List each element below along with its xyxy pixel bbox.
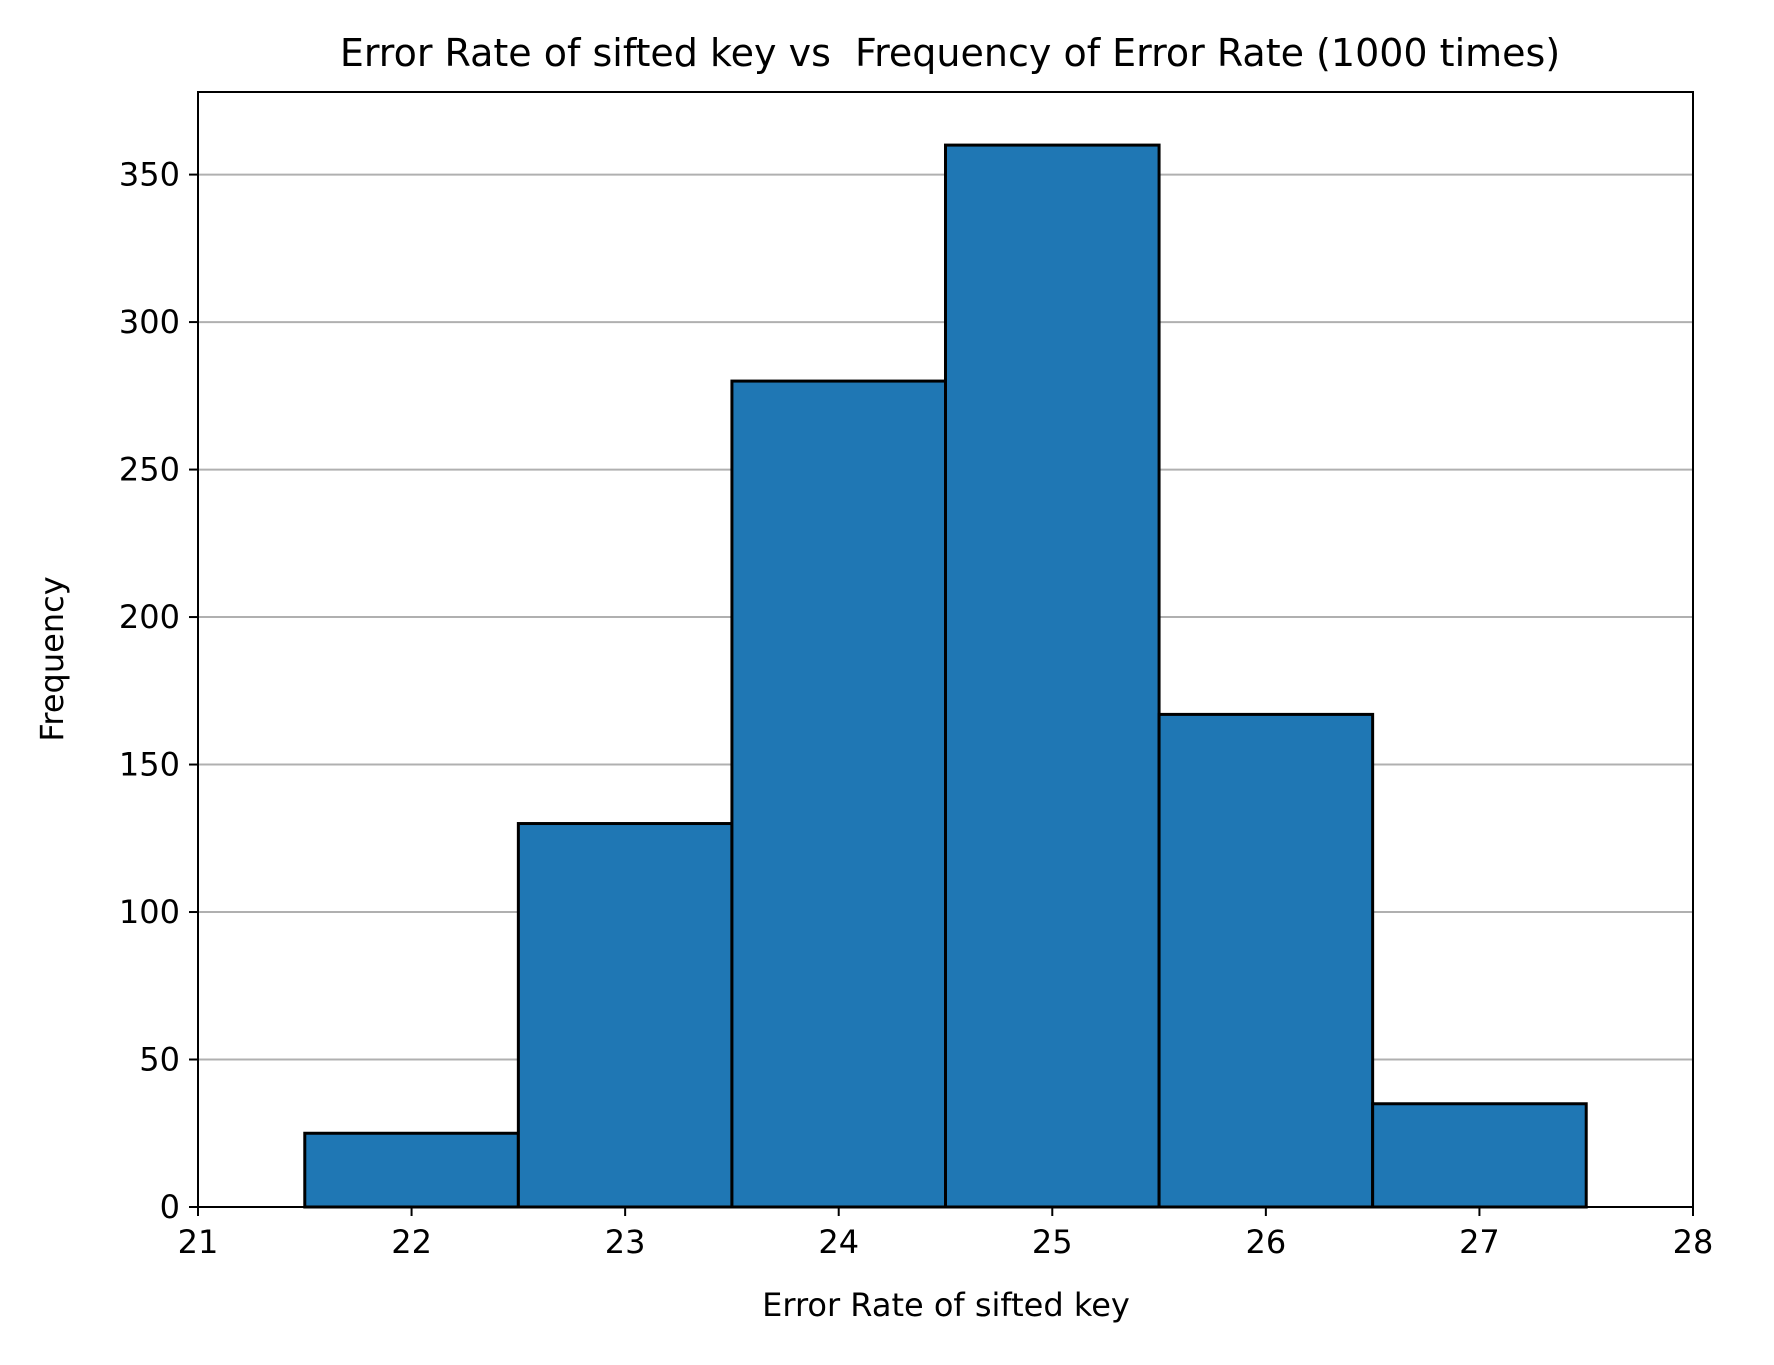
histogram-bar-2 <box>516 822 734 1209</box>
y-tick-label: 200 <box>119 598 180 636</box>
x-tick-label: 25 <box>1032 1223 1073 1261</box>
x-tick-label: 27 <box>1459 1223 1500 1261</box>
x-axis-label: Error Rate of sifted key <box>762 1286 1130 1324</box>
y-axis-label: Frequency <box>33 576 71 741</box>
x-tick-label: 22 <box>391 1223 432 1261</box>
x-tick-label: 24 <box>818 1223 859 1261</box>
chart-title: Error Rate of sifted key vs Frequency of… <box>340 31 1560 75</box>
x-tick-label: 28 <box>1673 1223 1714 1261</box>
histogram-bar-6 <box>1371 1102 1588 1209</box>
x-tick-label: 21 <box>178 1223 219 1261</box>
histogram-bar-4 <box>944 143 1161 1209</box>
plot-frame <box>197 91 1694 1208</box>
y-tick-label: 150 <box>119 746 180 784</box>
histogram-bar-1 <box>303 1131 520 1209</box>
y-axis-ticks: 0 50 100 150 200 250 300 350 <box>119 156 198 1226</box>
x-axis-ticks: 21 22 23 24 25 26 27 28 <box>178 1207 1714 1261</box>
histogram-bar-3 <box>730 379 948 1209</box>
y-tick-label: 250 <box>119 451 180 489</box>
x-tick-label: 23 <box>605 1223 646 1261</box>
y-tick-label: 0 <box>160 1188 180 1226</box>
y-tick-label: 350 <box>119 156 180 194</box>
x-tick-label: 26 <box>1245 1223 1286 1261</box>
y-tick-label: 300 <box>119 303 180 341</box>
histogram-bar-5 <box>1157 712 1375 1209</box>
y-tick-label: 50 <box>139 1041 180 1079</box>
y-tick-label: 100 <box>119 893 180 931</box>
